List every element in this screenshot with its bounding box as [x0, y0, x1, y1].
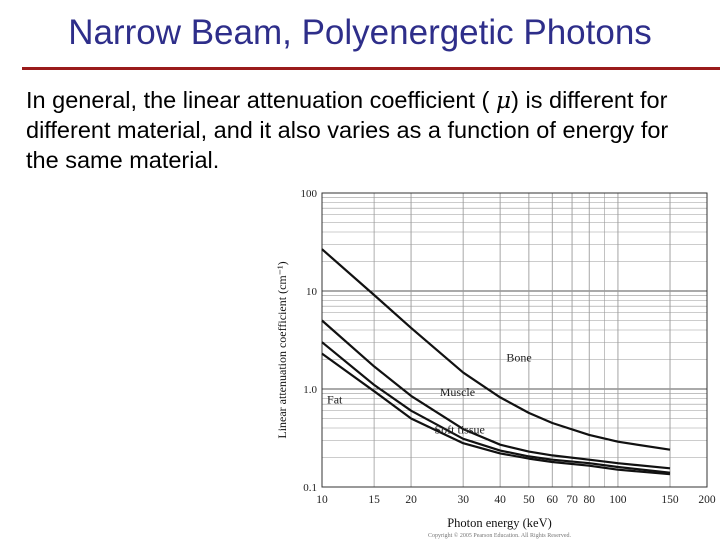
- attenuation-chart: 0.1 1.0 10 100 10 15 20 30 40 50 60 70 80 100 150 200 Ph…: [270, 185, 720, 540]
- x-tick-label: 150: [661, 494, 679, 506]
- series-line-fat: [321, 341, 671, 474]
- x-tick-label: 30: [457, 494, 469, 506]
- y-tick-label: 100: [301, 188, 318, 200]
- annotation-muscle: Muscle: [440, 385, 475, 399]
- annotation-soft-tissue: Soft tissue: [435, 423, 485, 437]
- y-axis-label: Linear attenuation coefficient (cm⁻¹): [275, 261, 289, 438]
- plot-frame: [321, 192, 708, 488]
- y-tick-label: 10: [306, 286, 318, 298]
- x-tick-label: 10: [316, 494, 328, 506]
- title-divider: [22, 67, 720, 70]
- slide-title: Narrow Beam, Polyenergetic Photons: [68, 13, 652, 52]
- x-tick-label: 40: [494, 494, 506, 506]
- x-tick-label: 200: [698, 494, 716, 506]
- x-tick-label: 70: [566, 494, 578, 506]
- y-tick-label: 0.1: [303, 482, 317, 494]
- body-text-part-2: ) is different for different material, a…: [26, 87, 669, 173]
- body-text-part-1: In general, the linear attenuation coeff…: [26, 87, 496, 113]
- x-tick-label: 60: [547, 494, 559, 506]
- annotation-fat: Fat: [327, 393, 343, 407]
- mu-symbol: μ: [495, 86, 512, 114]
- chart-svg: 0.1 1.0 10 100 10 15 20 30 40 50 60 70 80 100 150 200 Ph…: [275, 188, 716, 539]
- x-tick-label: 50: [523, 494, 535, 506]
- body-paragraph: In general, the linear attenuation coeff…: [26, 85, 706, 175]
- series-line-bone: [321, 248, 671, 451]
- x-tick-label: 20: [405, 494, 417, 506]
- annotation-bone: Bone: [506, 351, 531, 365]
- y-tick-label: 1.0: [303, 384, 317, 396]
- series-line-soft-tissue: [321, 352, 671, 476]
- x-tick-label: 100: [609, 494, 627, 506]
- x-axis-label: Photon energy (keV): [447, 516, 552, 530]
- series-line-muscle: [321, 319, 671, 470]
- x-tick-label: 15: [368, 494, 380, 506]
- x-tick-label: 80: [583, 494, 595, 506]
- copyright-note: Copyright © 2005 Pearson Education. All …: [428, 532, 572, 539]
